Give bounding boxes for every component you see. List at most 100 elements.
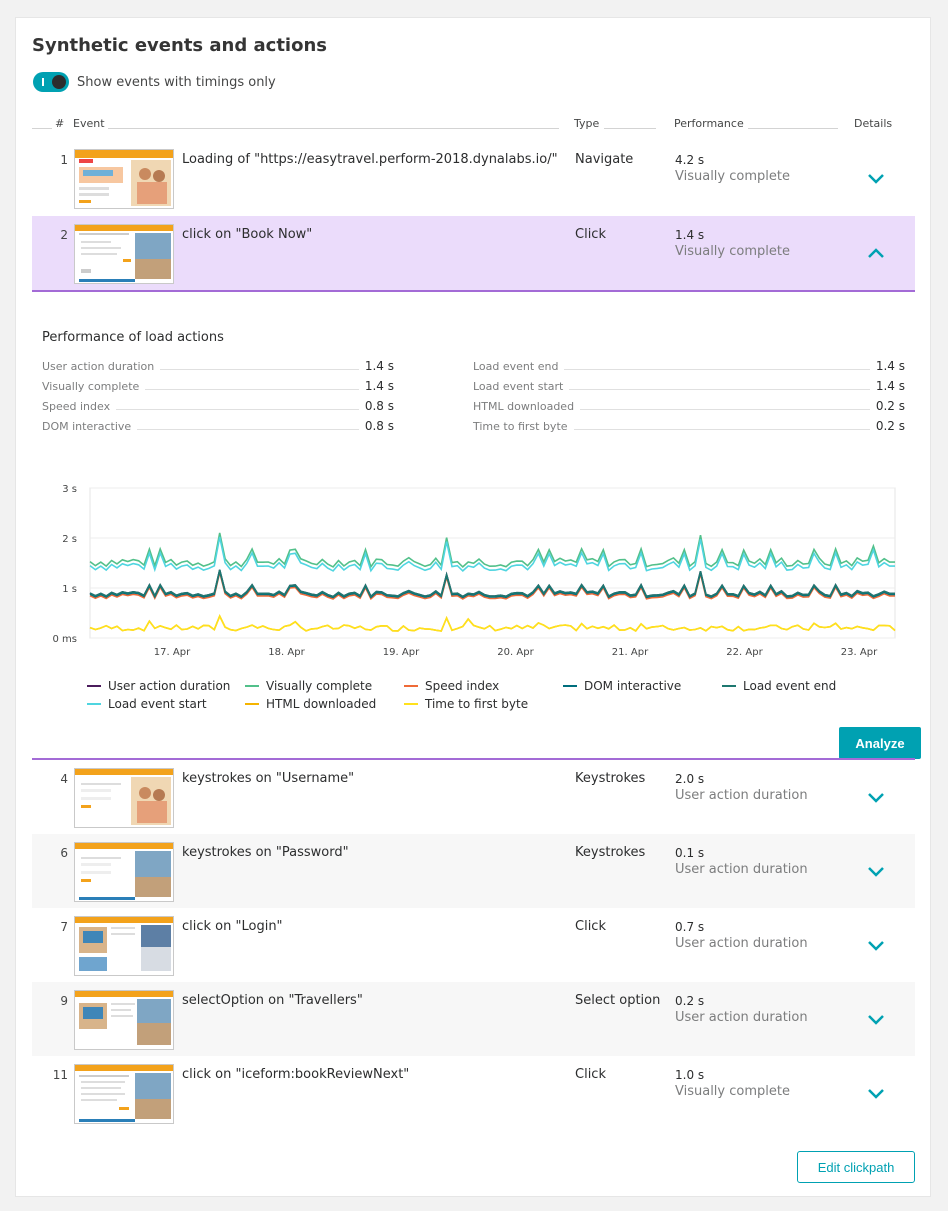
event-row-4[interactable]: 4 keystrokes on "Username" Keystrokes 2.… <box>32 760 915 834</box>
column-type[interactable]: Type <box>574 117 600 130</box>
chart-x-axis: 17. Apr 18. Apr 19. Apr 20. Apr 21. Apr 22. A… <box>154 647 878 658</box>
metric-value: 0.8 s <box>364 419 394 433</box>
performance-metric: User action duration <box>675 862 808 877</box>
x-tick-label: 22. Apr <box>726 647 763 658</box>
column-performance[interactable]: Performance <box>674 117 744 130</box>
legend-label: DOM interactive <box>584 679 682 693</box>
event-type: Keystrokes <box>575 771 646 786</box>
chart-grid <box>89 487 896 639</box>
metric-leader <box>145 389 359 390</box>
metric-value: 0.8 s <box>364 399 394 413</box>
legend-dom-interactive[interactable]: DOM interactive <box>563 679 681 693</box>
event-row-2[interactable]: 2 click on "Book Now" Click 1.4 s Visual… <box>32 216 915 292</box>
timings-toggle[interactable] <box>33 72 69 92</box>
event-name: click on "Login" <box>182 919 283 934</box>
event-type: Select option <box>575 993 661 1008</box>
event-number: 7 <box>60 920 68 934</box>
chevron-down-icon[interactable] <box>866 1086 886 1100</box>
chevron-down-icon[interactable] <box>866 790 886 804</box>
metric-leader <box>564 369 870 370</box>
event-screenshot-thumbnail <box>74 224 174 284</box>
legend-html-downloaded[interactable]: HTML downloaded <box>245 697 376 711</box>
metric-label: User action duration <box>42 360 155 373</box>
performance-value: 0.2 s <box>675 994 705 1008</box>
legend-label: User action duration <box>108 679 231 693</box>
column-event[interactable]: Event <box>73 117 105 130</box>
legend-swatch <box>245 703 259 705</box>
event-number: 6 <box>60 846 68 860</box>
legend-time-to-first-byte[interactable]: Time to first byte <box>404 697 528 711</box>
legend-label: Speed index <box>425 679 500 693</box>
event-screenshot-thumbnail <box>74 990 174 1050</box>
event-screenshot-thumbnail <box>74 842 174 902</box>
metric-speed-index: Speed index 0.8 s <box>42 397 394 413</box>
legend-load-event-start[interactable]: Load event start <box>87 697 207 711</box>
header-rule <box>748 128 838 129</box>
performance-value: 1.4 s <box>675 228 705 242</box>
legend-swatch <box>722 685 736 687</box>
legend-visually-complete[interactable]: Visually complete <box>245 679 372 693</box>
toggle-label: Show events with timings only <box>77 74 276 90</box>
metric-label: Visually complete <box>42 380 140 393</box>
metric-label: Load event end <box>473 360 559 373</box>
legend-swatch <box>245 685 259 687</box>
chart-y-axis: 3 s 2 s 1 s 0 ms <box>53 484 78 645</box>
x-tick-label: 19. Apr <box>383 647 420 658</box>
metric-leader <box>137 429 359 430</box>
metric-value: 1.4 s <box>364 379 394 393</box>
header-rule <box>604 128 656 129</box>
metric-value: 1.4 s <box>875 359 905 373</box>
legend-label: Visually complete <box>266 679 373 693</box>
column-details: Details <box>854 117 893 130</box>
legend-speed-index[interactable]: Speed index <box>404 679 499 693</box>
series-line-time-to-first-byte <box>89 614 896 632</box>
toggle-knob <box>52 75 66 89</box>
y-tick-label: 3 s <box>62 484 77 495</box>
performance-chart[interactable]: 3 s 2 s 1 s 0 ms 17. Apr 18. Apr 19. Apr 20. A… <box>32 473 915 673</box>
legend-user-action-duration[interactable]: User action duration <box>87 679 230 693</box>
metric-leader <box>569 389 870 390</box>
event-type: Keystrokes <box>575 845 646 860</box>
performance-value: 1.0 s <box>675 1068 705 1082</box>
chart-series <box>89 532 896 632</box>
chevron-down-icon[interactable] <box>866 171 886 185</box>
event-row-11[interactable]: 11 click on "iceform:bookReviewNext" Cli… <box>32 1056 915 1130</box>
legend-swatch <box>404 685 418 687</box>
details-divider <box>32 758 915 760</box>
series-line-visually-complete <box>89 532 895 569</box>
edit-clickpath-button[interactable]: Edit clickpath <box>797 1151 915 1183</box>
event-row-1[interactable]: 1 Loading of "https://easytravel.perform… <box>32 141 915 215</box>
event-name: click on "iceform:bookReviewNext" <box>182 1067 410 1082</box>
chevron-down-icon[interactable] <box>866 1012 886 1026</box>
event-row-7[interactable]: 7 click on "Login" Click 0.7 s User acti… <box>32 908 915 982</box>
legend-load-event-end[interactable]: Load event end <box>722 679 836 693</box>
performance-metric: User action duration <box>675 788 808 803</box>
metric-html-downloaded: HTML downloaded 0.2 s <box>473 397 905 413</box>
performance-value: 2.0 s <box>675 772 705 786</box>
event-screenshot-thumbnail <box>74 916 174 976</box>
page-title: Synthetic events and actions <box>32 35 327 56</box>
performance-metric: Visually complete <box>675 169 790 184</box>
metric-load-event-start: Load event start 1.4 s <box>473 377 905 393</box>
event-row-9[interactable]: 9 selectOption on "Travellers" Select op… <box>32 982 915 1056</box>
analyze-button[interactable]: Analyze <box>839 727 921 759</box>
chevron-up-icon[interactable] <box>866 246 886 260</box>
event-name: keystrokes on "Username" <box>182 771 355 786</box>
metric-visually-complete: Visually complete 1.4 s <box>42 377 394 393</box>
event-name: click on "Book Now" <box>182 227 313 242</box>
legend-label: Time to first byte <box>425 697 529 711</box>
event-number: 9 <box>60 994 68 1008</box>
metric-dom-interactive: DOM interactive 0.8 s <box>42 417 394 433</box>
chevron-down-icon[interactable] <box>866 938 886 952</box>
toggle-on-mark <box>42 78 44 86</box>
y-tick-label: 0 ms <box>53 634 78 645</box>
performance-metric: User action duration <box>675 936 808 951</box>
column-num: # <box>55 117 65 130</box>
event-row-6[interactable]: 6 keystrokes on "Password" Keystrokes 0.… <box>32 834 915 908</box>
metric-value: 1.4 s <box>364 359 394 373</box>
event-type: Click <box>575 919 606 934</box>
chevron-down-icon[interactable] <box>866 864 886 878</box>
header-rule <box>108 128 559 129</box>
legend-label: HTML downloaded <box>266 697 377 711</box>
x-tick-label: 21. Apr <box>612 647 649 658</box>
